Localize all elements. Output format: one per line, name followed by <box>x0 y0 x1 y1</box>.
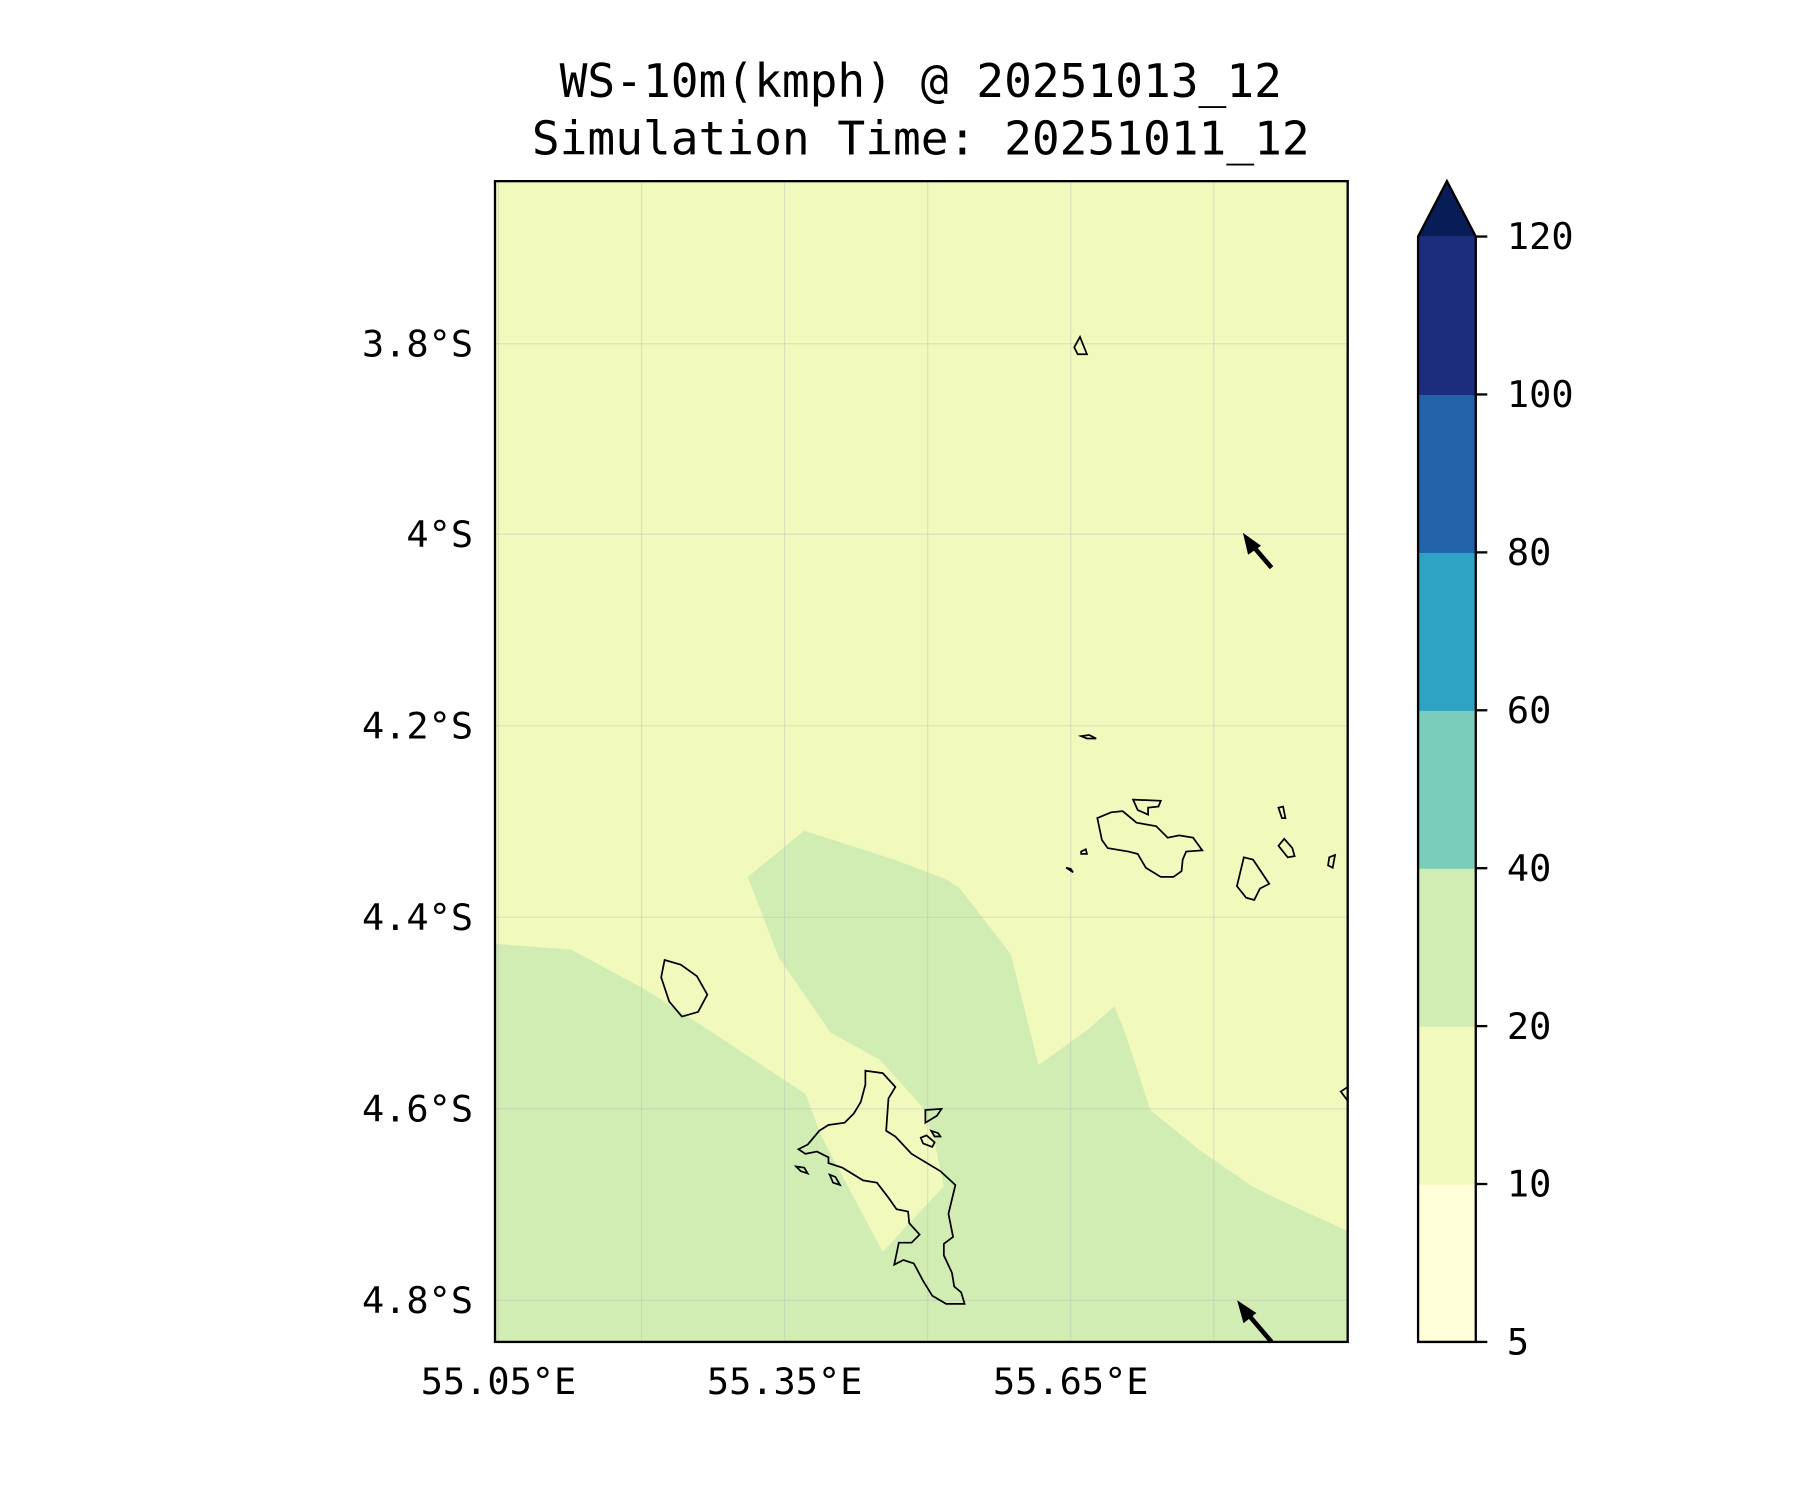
y-tick-label: 4.4°S <box>362 896 473 939</box>
island-curieuse <box>1131 798 1163 816</box>
colorbar-segment <box>1418 710 1476 869</box>
chart-title-line1: WS-10m(kmph) @ 20251013_12 <box>560 54 1282 108</box>
colorbar-extend-triangle <box>1418 181 1476 237</box>
island-mahe <box>796 1069 966 1305</box>
y-tick-label: 3.8°S <box>362 323 473 366</box>
colorbar-tick-label: 10 <box>1507 1163 1551 1206</box>
island-small-8 <box>929 1129 943 1138</box>
wind-arrow-head <box>1242 532 1262 555</box>
wind-arrow-head <box>1237 1300 1257 1324</box>
island-small-6 <box>924 1107 944 1125</box>
y-tick-label: 4.2°S <box>362 704 473 747</box>
field-region-20-40 <box>495 830 1348 1342</box>
island-small-3 <box>1327 853 1337 869</box>
colorbar-segment <box>1418 552 1476 711</box>
colorbar-segment <box>1418 1184 1476 1343</box>
island-praslin <box>1096 810 1204 878</box>
island-small-10 <box>827 1173 842 1187</box>
y-axis-labels: 3.8°S 4°S 4.2°S 4.4°S 4.6°S 4.8°S <box>362 323 473 1323</box>
colorbar-segment <box>1418 1026 1476 1185</box>
y-tick-label: 4.8°S <box>362 1279 473 1322</box>
colorbar-tick-label: 40 <box>1507 847 1551 890</box>
colorbar: 5 10 20 40 60 80 100 120 <box>1416 178 1574 1364</box>
y-tick-label: 4.6°S <box>362 1088 473 1131</box>
y-tick-label: 4°S <box>406 513 473 556</box>
colorbar-tick-label: 120 <box>1507 215 1574 258</box>
colorbar-tick-label: 5 <box>1507 1321 1529 1364</box>
map-frame <box>493 180 1349 1344</box>
colorbar-segment <box>1418 868 1476 1027</box>
island-small-7 <box>919 1134 936 1149</box>
gridlines <box>495 181 1348 1342</box>
colorbar-tick-label: 100 <box>1507 373 1574 416</box>
island-small-4 <box>1080 847 1089 855</box>
coastlines <box>660 334 1349 1305</box>
x-tick-label: 55.35°E <box>707 1360 863 1403</box>
island-small-1 <box>1077 734 1097 740</box>
island-la-digue <box>1235 856 1271 902</box>
island-small-5 <box>1065 866 1074 874</box>
map-area <box>493 180 1349 1344</box>
colorbar-tick-label: 80 <box>1507 531 1551 574</box>
colorbar-segment <box>1418 394 1476 553</box>
colorbar-tick-label: 20 <box>1507 1005 1551 1048</box>
island-silhouette <box>660 958 709 1018</box>
island-felicite <box>1277 837 1296 859</box>
island-small-9 <box>793 1165 810 1176</box>
island-small-2 <box>1277 805 1287 819</box>
x-tick-label: 55.65°E <box>993 1360 1149 1403</box>
x-tick-label: 55.05°E <box>421 1360 577 1403</box>
colorbar-tick-label: 60 <box>1507 689 1551 732</box>
wind-vectors <box>1237 532 1274 1344</box>
colorbar-segment <box>1418 236 1476 396</box>
x-axis-labels: 55.05°E 55.35°E 55.65°E <box>421 1360 1149 1403</box>
chart-title-line2: Simulation Time: 20251011_12 <box>532 112 1310 166</box>
island-bird <box>1073 334 1089 356</box>
colorbar-frame <box>1416 178 1477 1344</box>
